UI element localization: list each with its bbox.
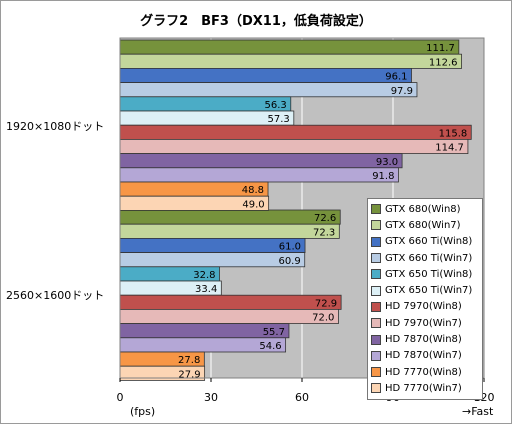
legend-item: HD 7770(Win7) bbox=[368, 380, 482, 396]
legend: GTX 680(Win8) GTX 680(Win7) GTX 660 Ti(Win… bbox=[367, 198, 483, 400]
bar-value-label: 33.4 bbox=[195, 284, 217, 295]
legend-label: HD 7870(Win7) bbox=[385, 350, 462, 362]
legend-swatch bbox=[371, 367, 381, 378]
legend-item: GTX 680(Win7) bbox=[368, 217, 482, 233]
legend-item: GTX 660 Ti(Win8) bbox=[368, 234, 482, 250]
legend-label: GTX 650 Ti(Win7) bbox=[385, 285, 473, 297]
bar-value-label: 111.7 bbox=[426, 43, 455, 54]
bar-gtx-660-ti-win7--1920x1080 bbox=[119, 82, 418, 98]
legend-swatch bbox=[371, 318, 381, 329]
bar-value-label: 27.9 bbox=[178, 369, 200, 380]
bar-value-label: 93.0 bbox=[376, 157, 398, 168]
bar-gtx-660-ti-win8--2560x1600 bbox=[119, 237, 306, 253]
bar-value-label: 60.9 bbox=[278, 256, 300, 267]
bar-hd-7970-win8--1920x1080 bbox=[119, 124, 472, 140]
bar-value-label: 96.1 bbox=[385, 72, 407, 83]
legend-swatch bbox=[371, 236, 381, 247]
bar-hd-7970-win8--2560x1600 bbox=[119, 294, 342, 310]
legend-swatch bbox=[371, 253, 381, 264]
legend-swatch bbox=[371, 383, 381, 394]
category-label-1920x1080: 1920×1080ドット bbox=[6, 120, 105, 133]
x-axis-unit: (fps) bbox=[130, 405, 156, 418]
bar-value-label: 32.8 bbox=[193, 270, 215, 281]
bar-value-label: 55.7 bbox=[263, 327, 285, 338]
bar-hd-7870-win8--1920x1080 bbox=[119, 153, 403, 169]
legend-swatch bbox=[371, 301, 381, 312]
legend-item: GTX 650 Ti(Win8) bbox=[368, 266, 482, 282]
bar-value-label: 112.6 bbox=[429, 57, 458, 68]
bar-gtx-660-ti-win7--2560x1600 bbox=[119, 252, 306, 268]
bar-gtx-680-win8--1920x1080 bbox=[119, 39, 460, 55]
legend-label: GTX 650 Ti(Win8) bbox=[385, 268, 473, 280]
legend-label: GTX 680(Win7) bbox=[385, 219, 461, 231]
chart-title: グラフ2 BF3（DX11，低負荷設定） bbox=[140, 14, 372, 29]
bar-value-label: 114.7 bbox=[435, 143, 464, 154]
x-tick-0: 0 bbox=[116, 391, 124, 404]
bar-gtx-680-win7--1920x1080 bbox=[119, 53, 462, 69]
bar-gtx-680-win8--2560x1600 bbox=[119, 209, 341, 225]
bar-value-label: 72.3 bbox=[313, 227, 335, 238]
bar-value-label: 49.0 bbox=[242, 199, 264, 210]
bar-hd-7970-win7--1920x1080 bbox=[119, 138, 469, 154]
legend-label: GTX 660 Ti(Win8) bbox=[385, 236, 473, 248]
category-label-2560x1600: 2560×1600ドット bbox=[6, 289, 105, 302]
legend-swatch bbox=[371, 350, 381, 361]
bar-value-label: 57.3 bbox=[268, 114, 290, 125]
legend-label: HD 7970(Win8) bbox=[385, 301, 462, 313]
bar-gtx-680-win7--2560x1600 bbox=[119, 223, 340, 239]
bar-value-label: 27.8 bbox=[178, 355, 200, 366]
legend-swatch bbox=[371, 285, 381, 296]
bar-hd-7870-win7--1920x1080 bbox=[119, 167, 399, 183]
bar-gtx-660-ti-win8--1920x1080 bbox=[119, 68, 412, 84]
legend-label: HD 7870(Win8) bbox=[385, 334, 462, 346]
legend-item: GTX 680(Win8) bbox=[368, 201, 482, 217]
bar-hd-7970-win7--2560x1600 bbox=[119, 308, 339, 324]
bar-value-label: 48.8 bbox=[242, 185, 264, 196]
legend-label: GTX 680(Win8) bbox=[385, 203, 461, 215]
legend-label: HD 7970(Win7) bbox=[385, 317, 462, 329]
bar-value-label: 97.9 bbox=[391, 86, 413, 97]
legend-label: GTX 660 Ti(Win7) bbox=[385, 252, 473, 264]
bar-value-label: 54.6 bbox=[259, 341, 281, 352]
legend-item: GTX 660 Ti(Win7) bbox=[368, 250, 482, 266]
x-tick-60: 60 bbox=[295, 391, 309, 404]
legend-label: HD 7770(Win8) bbox=[385, 366, 462, 378]
fast-direction-note: →Fast bbox=[462, 405, 494, 418]
legend-swatch bbox=[371, 334, 381, 345]
bar-value-label: 72.9 bbox=[315, 298, 337, 309]
bar-value-label: 115.8 bbox=[439, 128, 468, 139]
legend-item: HD 7770(Win8) bbox=[368, 364, 482, 380]
legend-item: HD 7970(Win7) bbox=[368, 315, 482, 331]
bar-value-label: 56.3 bbox=[265, 100, 287, 111]
bar-value-label: 61.0 bbox=[279, 242, 301, 253]
legend-swatch bbox=[371, 204, 381, 215]
legend-item: HD 7870(Win8) bbox=[368, 331, 482, 347]
legend-item: HD 7870(Win7) bbox=[368, 348, 482, 364]
legend-label: HD 7770(Win7) bbox=[385, 382, 462, 394]
legend-item: GTX 650 Ti(Win7) bbox=[368, 282, 482, 298]
x-tick-30: 30 bbox=[204, 391, 218, 404]
bar-value-label: 72.0 bbox=[312, 313, 334, 324]
legend-item: HD 7970(Win8) bbox=[368, 299, 482, 315]
legend-swatch bbox=[371, 220, 381, 231]
legend-swatch bbox=[371, 269, 381, 280]
bar-value-label: 91.8 bbox=[372, 171, 394, 182]
bar-value-label: 72.6 bbox=[314, 213, 336, 224]
